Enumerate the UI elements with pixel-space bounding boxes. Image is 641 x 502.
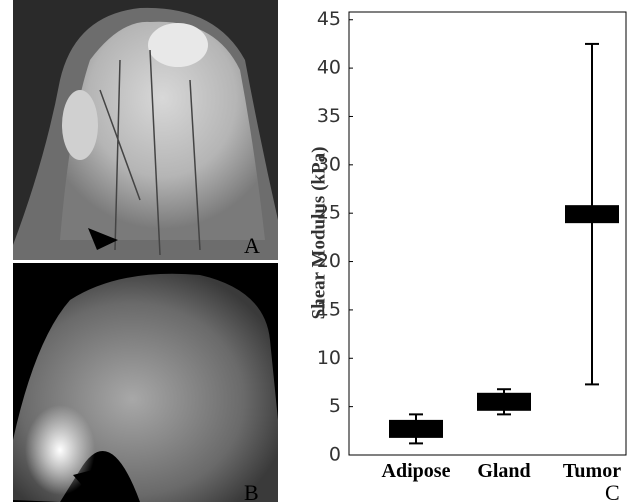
y-tick-label: 15 <box>317 298 341 320</box>
y-tick-label: 5 <box>329 395 341 417</box>
mean-marker <box>565 205 619 224</box>
y-tick-label: 40 <box>317 57 341 79</box>
plot-frame <box>348 11 627 456</box>
x-tick-label: Adipose <box>382 460 451 482</box>
panel-label: B <box>244 480 259 502</box>
x-tick-label: Gland <box>477 460 530 482</box>
y-tick-label: 0 <box>329 444 341 466</box>
mean-marker <box>477 392 531 411</box>
y-tick-label: 45 <box>317 8 341 30</box>
y-axis-label: Shear Modulus (kPa) <box>308 147 329 320</box>
panel-label: A <box>244 233 260 258</box>
y-tick-label: 35 <box>317 105 341 127</box>
mri-panel-a: A <box>13 0 278 260</box>
y-tick-label: 20 <box>317 250 341 272</box>
x-tick-label: Tumor <box>563 460 621 482</box>
mean-marker <box>389 419 443 438</box>
y-tick-label: 10 <box>317 347 341 369</box>
y-tick-label: 30 <box>317 153 341 175</box>
panel-label: C <box>605 480 620 502</box>
y-tick-label: 25 <box>317 202 341 224</box>
mri-panel-b: B <box>13 263 278 502</box>
